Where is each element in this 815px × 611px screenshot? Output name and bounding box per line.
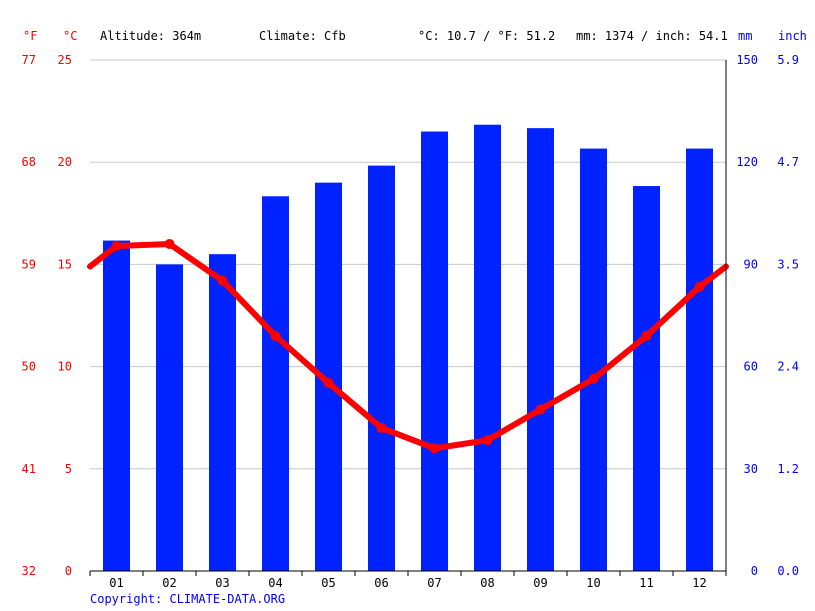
temperature-point — [535, 404, 546, 415]
celsius-axis-ticks: 0 5 10 15 20 25 — [58, 53, 72, 578]
precipitation-bar — [474, 124, 501, 571]
x-tick-label: 06 — [374, 576, 388, 590]
temperature-point — [482, 435, 493, 446]
precipitation-bar — [156, 264, 183, 571]
mm-tick-label: 30 — [744, 462, 758, 476]
temperature-point — [641, 330, 652, 341]
inch-unit-label: inch — [778, 29, 807, 43]
precipitation-bars — [103, 124, 713, 572]
celsius-unit-label: °C — [63, 29, 77, 43]
x-tick-label: 12 — [692, 576, 706, 590]
average-temperature-label: °C: 10.7 / °F: 51.2 — [418, 29, 555, 43]
inch-axis-ticks: 0.0 1.2 2.4 3.5 4.7 5.9 — [777, 53, 799, 578]
fahrenheit-tick-label: 59 — [22, 257, 36, 271]
x-tick-label: 04 — [268, 576, 282, 590]
inch-tick-label: 3.5 — [777, 257, 799, 271]
celsius-tick-label: 15 — [58, 257, 72, 271]
fahrenheit-tick-label: 68 — [22, 155, 36, 169]
inch-tick-label: 1.2 — [777, 462, 799, 476]
precipitation-bar — [580, 148, 607, 571]
mm-tick-label: 150 — [736, 53, 758, 67]
celsius-tick-label: 20 — [58, 155, 72, 169]
fahrenheit-unit-label: °F — [23, 29, 37, 43]
celsius-tick-label: 10 — [58, 360, 72, 374]
temperature-point — [694, 281, 705, 292]
mm-tick-label: 0 — [751, 564, 758, 578]
climate-label: Climate: Cfb — [259, 29, 346, 43]
temperature-point — [270, 330, 281, 341]
mm-tick-label: 60 — [744, 360, 758, 374]
temperature-point — [429, 443, 440, 454]
celsius-tick-label: 5 — [65, 462, 72, 476]
fahrenheit-tick-label: 50 — [22, 360, 36, 374]
temperature-point — [111, 241, 122, 252]
fahrenheit-tick-label: 77 — [22, 53, 36, 67]
inch-tick-label: 0.0 — [777, 564, 799, 578]
precipitation-bar — [368, 165, 395, 571]
precipitation-bar — [527, 128, 554, 571]
temperature-point — [164, 238, 175, 249]
temperature-line-path — [87, 240, 729, 452]
precipitation-bar — [262, 196, 289, 571]
x-tick-label: 02 — [162, 576, 176, 590]
mm-axis-ticks: 0 30 60 90 120 150 — [736, 53, 758, 578]
precipitation-bar — [103, 240, 130, 571]
x-tick-label: 09 — [533, 576, 547, 590]
fahrenheit-tick-label: 32 — [22, 564, 36, 578]
celsius-tick-label: 0 — [65, 564, 72, 578]
precipitation-bar — [633, 186, 660, 571]
fahrenheit-tick-label: 41 — [22, 462, 36, 476]
celsius-tick-label: 25 — [58, 53, 72, 67]
x-tick-label: 07 — [427, 576, 441, 590]
temperature-point — [588, 373, 599, 384]
mm-tick-label: 120 — [736, 155, 758, 169]
inch-tick-label: 4.7 — [777, 155, 799, 169]
mm-tick-label: 90 — [744, 257, 758, 271]
temperature-line — [87, 238, 729, 454]
precipitation-bar — [209, 254, 236, 571]
inch-tick-label: 5.9 — [777, 53, 799, 67]
x-tick-label: 01 — [109, 576, 123, 590]
mm-unit-label: mm — [738, 29, 752, 43]
grid-lines — [90, 59, 726, 470]
precipitation-bar — [686, 148, 713, 571]
altitude-label: Altitude: 364m — [100, 29, 201, 43]
precipitation-bar — [421, 131, 448, 572]
x-tick-label: 10 — [586, 576, 600, 590]
x-axis-ticks — [89, 571, 727, 576]
precipitation-total-label: mm: 1374 / inch: 54.1 — [576, 29, 728, 43]
temperature-point — [323, 377, 334, 388]
x-tick-label: 08 — [480, 576, 494, 590]
x-axis-tick-labels: 01 02 03 04 05 06 07 08 09 10 11 12 — [109, 576, 706, 590]
copyright-label: Copyright: CLIMATE-DATA.ORG — [90, 592, 285, 606]
x-tick-label: 05 — [321, 576, 335, 590]
fahrenheit-axis-ticks: 32 41 50 59 68 77 — [22, 53, 36, 578]
temperature-point — [217, 275, 228, 286]
x-tick-label: 03 — [215, 576, 229, 590]
temperature-point — [376, 422, 387, 433]
x-tick-label: 11 — [639, 576, 653, 590]
inch-tick-label: 2.4 — [777, 360, 799, 374]
